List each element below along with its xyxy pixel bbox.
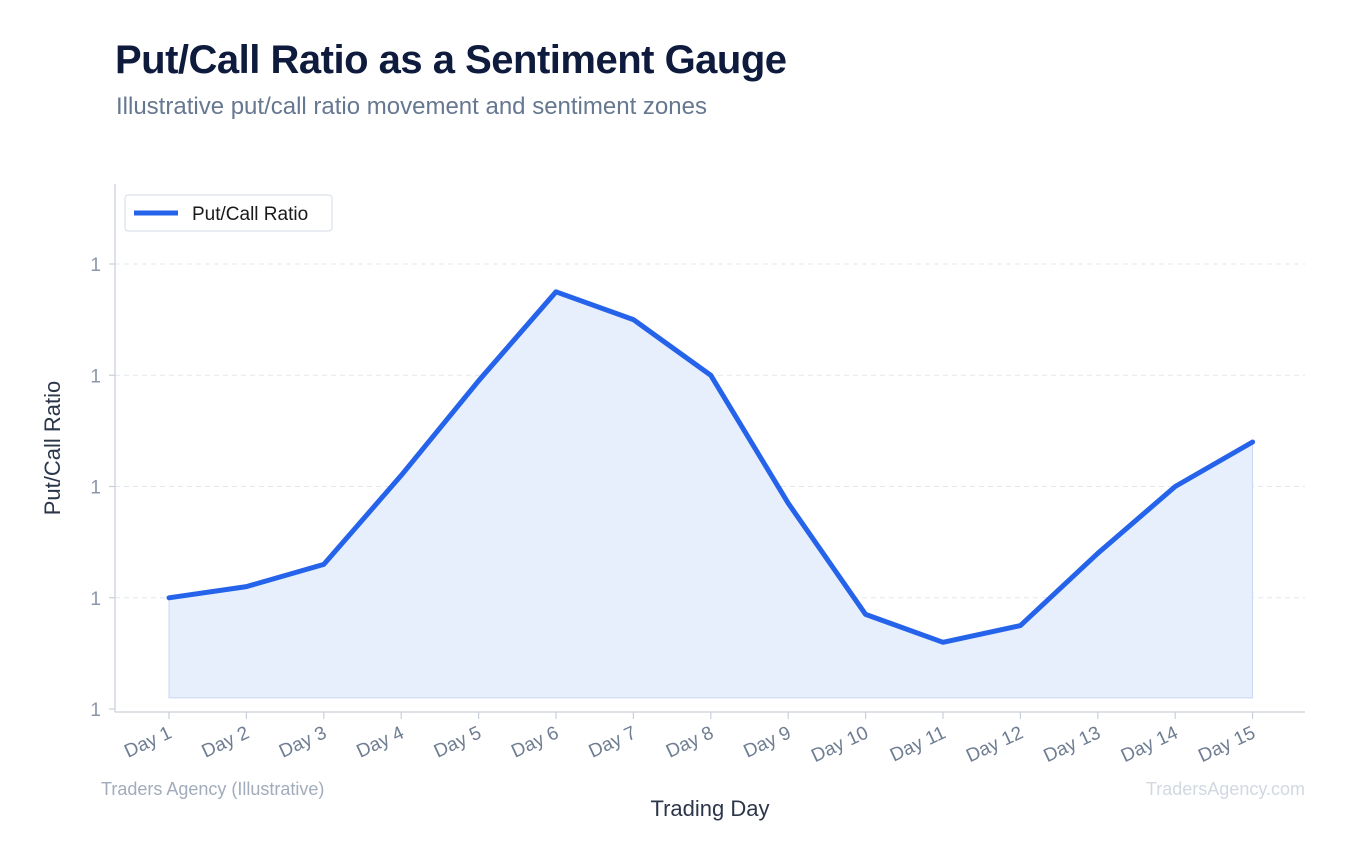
- x-tick-label: Day 9: [740, 722, 794, 762]
- y-ticks: 1 1 1 1 1: [90, 255, 115, 721]
- y-tick-label: 1: [90, 366, 101, 387]
- x-tick-label: Day 6: [508, 722, 562, 762]
- legend-label: Put/Call Ratio: [192, 204, 308, 225]
- y-tick-label: 1: [90, 589, 101, 610]
- y-axis-title: Put/Call Ratio: [40, 381, 65, 516]
- chart-title: Put/Call Ratio as a Sentiment Gauge: [115, 38, 787, 82]
- x-tick-label: Day 8: [663, 722, 717, 762]
- chart-subtitle: Illustrative put/call ratio movement and…: [116, 93, 707, 120]
- legend: Put/Call Ratio: [124, 194, 333, 232]
- y-tick-label: 1: [90, 700, 101, 721]
- x-tick-label: Day 13: [1040, 722, 1103, 766]
- x-ticks: Day 1 Day 2 Day 3 Day 4 Day 5 Day 6 Day 7 Day 8…: [121, 712, 1259, 767]
- x-tick-label: Day 1: [121, 722, 175, 762]
- x-axis-title: Trading Day: [650, 796, 769, 821]
- x-tick-label: Day 10: [808, 722, 871, 766]
- x-tick-label: Day 14: [1118, 722, 1182, 767]
- axes: [114, 184, 1305, 713]
- x-tick-label: Day 5: [431, 722, 485, 762]
- y-tick-label: 1: [90, 478, 101, 499]
- x-tick-label: Day 4: [353, 722, 407, 762]
- y-tick-label: 1: [90, 255, 101, 276]
- series-line: [166, 289, 1256, 645]
- x-tick-label: Day 7: [586, 722, 640, 762]
- area-fill: [168, 291, 1254, 699]
- watermark: TradersAgency.com: [1145, 779, 1305, 799]
- x-tick-label: Day 12: [963, 722, 1026, 766]
- legend-box: [124, 194, 333, 232]
- source-note: Traders Agency (Illustrative): [101, 779, 325, 799]
- x-tick-label: Day 3: [276, 722, 330, 762]
- x-tick-label: Day 15: [1195, 722, 1258, 766]
- x-tick-label: Day 11: [887, 722, 949, 766]
- x-tick-label: Day 2: [199, 722, 253, 762]
